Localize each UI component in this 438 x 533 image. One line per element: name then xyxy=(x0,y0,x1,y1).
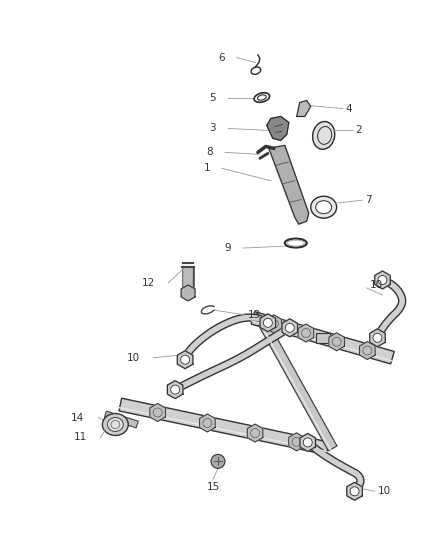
Polygon shape xyxy=(370,329,385,347)
Polygon shape xyxy=(251,312,394,364)
Polygon shape xyxy=(289,433,304,451)
Polygon shape xyxy=(258,320,337,451)
Polygon shape xyxy=(181,285,195,301)
Circle shape xyxy=(171,385,180,394)
Ellipse shape xyxy=(102,414,128,435)
Text: 11: 11 xyxy=(74,432,88,442)
Text: 3: 3 xyxy=(209,124,216,133)
Polygon shape xyxy=(360,342,375,359)
Polygon shape xyxy=(177,351,193,369)
Ellipse shape xyxy=(313,122,335,149)
Ellipse shape xyxy=(285,239,307,247)
Text: 5: 5 xyxy=(209,93,216,102)
Text: 10: 10 xyxy=(127,353,140,363)
Text: 9: 9 xyxy=(224,243,231,253)
Text: 14: 14 xyxy=(71,413,85,423)
Polygon shape xyxy=(300,433,315,451)
Text: 10: 10 xyxy=(378,486,391,496)
Ellipse shape xyxy=(254,93,270,102)
Polygon shape xyxy=(347,482,362,500)
Polygon shape xyxy=(119,398,329,455)
Text: 2: 2 xyxy=(356,125,362,135)
Circle shape xyxy=(180,355,190,364)
Text: 10: 10 xyxy=(370,280,383,290)
Polygon shape xyxy=(269,146,309,224)
Text: 8: 8 xyxy=(206,147,213,157)
Text: 12: 12 xyxy=(142,278,155,288)
Text: 15: 15 xyxy=(206,482,219,492)
FancyBboxPatch shape xyxy=(316,333,330,343)
Circle shape xyxy=(303,438,312,447)
Polygon shape xyxy=(298,324,314,342)
Circle shape xyxy=(378,276,387,285)
Polygon shape xyxy=(260,314,276,332)
Polygon shape xyxy=(167,381,183,399)
Text: 1: 1 xyxy=(203,163,210,173)
Polygon shape xyxy=(329,333,344,351)
Polygon shape xyxy=(266,315,282,333)
Text: 4: 4 xyxy=(346,103,352,114)
Circle shape xyxy=(373,333,382,342)
Circle shape xyxy=(350,487,359,496)
Circle shape xyxy=(263,318,272,327)
Circle shape xyxy=(285,324,294,332)
Ellipse shape xyxy=(107,417,124,432)
Text: 7: 7 xyxy=(366,195,372,205)
Text: 13: 13 xyxy=(248,310,261,320)
Ellipse shape xyxy=(311,196,337,218)
Polygon shape xyxy=(375,271,390,289)
Polygon shape xyxy=(200,414,215,432)
Polygon shape xyxy=(247,424,263,442)
Polygon shape xyxy=(150,403,166,422)
Polygon shape xyxy=(297,101,311,117)
Ellipse shape xyxy=(316,201,332,214)
Text: 6: 6 xyxy=(219,53,225,63)
Circle shape xyxy=(211,455,225,469)
Polygon shape xyxy=(282,319,297,337)
Polygon shape xyxy=(104,411,138,428)
Polygon shape xyxy=(267,117,289,140)
